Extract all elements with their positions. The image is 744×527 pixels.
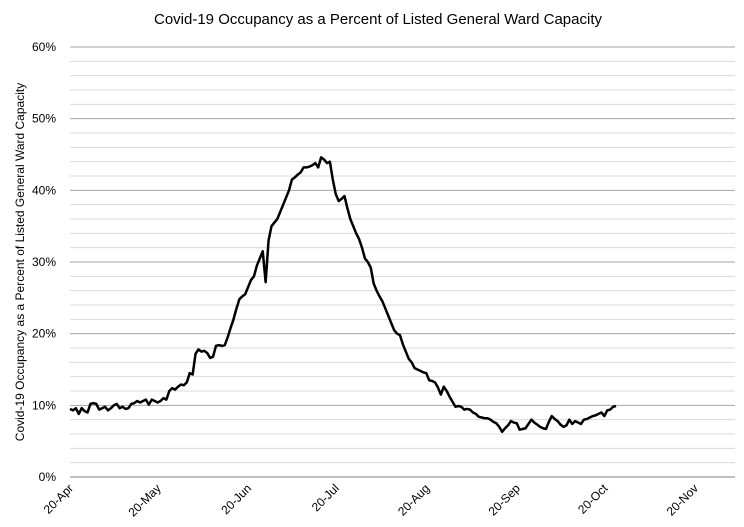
y-axis-label: Covid-19 Occupancy as a Percent of Liste… [13,83,27,441]
x-tick-label: 20-Jul [309,481,342,514]
chart-title: Covid-19 Occupancy as a Percent of Liste… [154,11,602,28]
y-tick-label: 40% [32,183,56,197]
x-tick-label: 20-Nov [664,481,701,518]
x-tick-label: 20-Apr [41,481,76,516]
y-tick-label: 20% [32,327,56,341]
data-line [69,156,617,434]
y-tick-label: 60% [32,40,56,54]
y-tick-label: 30% [32,255,56,269]
x-tick-label: 20-May [126,481,164,519]
y-tick-label: 50% [32,112,56,126]
y-tick-label: 0% [39,470,57,484]
x-tick-label: 20-Jun [218,481,254,517]
x-tick-label: 20-Oct [575,481,611,517]
x-tick-label: 20-Sep [486,481,523,518]
y-tick-label: 10% [32,398,56,412]
x-tick-label: 20-Aug [395,481,432,518]
